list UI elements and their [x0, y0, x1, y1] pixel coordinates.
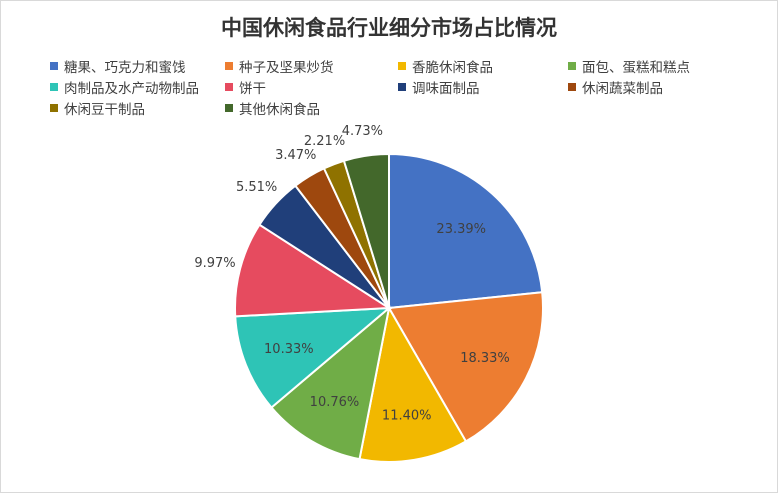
legend-item: 香脆休闲食品	[398, 56, 493, 76]
legend-label: 种子及坚果炒货	[239, 60, 334, 76]
legend-item: 饼干	[225, 77, 266, 97]
legend-label: 香脆休闲食品	[412, 60, 493, 76]
legend-item: 肉制品及水产动物制品	[50, 77, 199, 97]
legend-label: 休闲蔬菜制品	[582, 81, 663, 97]
pie-slice	[270, 305, 391, 461]
data-label: 3.47%	[275, 148, 316, 163]
legend-item: 面包、蛋糕和糕点	[568, 56, 690, 76]
legend-item: 种子及坚果炒货	[225, 56, 334, 76]
legend-label: 饼干	[239, 81, 266, 97]
pie-slice	[234, 306, 392, 409]
legend-label: 调味面制品	[412, 81, 480, 97]
legend-swatch	[398, 83, 406, 91]
legend-label: 肉制品及水产动物制品	[64, 81, 199, 97]
legend-label: 面包、蛋糕和糕点	[582, 60, 690, 76]
legend-swatch	[568, 83, 576, 91]
data-label: 10.33%	[264, 342, 314, 357]
pie-data-labels: 23.39% 18.33% 11.40% 10.76% 10.33% 9.97% 5.51%…	[194, 124, 509, 423]
data-label: 9.97%	[194, 256, 235, 271]
legend-swatch	[568, 62, 576, 70]
pie-slice	[342, 152, 390, 309]
pie-slice	[387, 291, 544, 443]
legend-item: 休闲豆干制品	[50, 98, 145, 118]
data-label: 23.39%	[436, 222, 486, 237]
legend-swatch	[50, 83, 58, 91]
legend-item: 糖果、巧克力和蜜饯	[50, 56, 186, 76]
legend-label: 糖果、巧克力和蜜饯	[64, 60, 186, 76]
legend-label: 其他休闲食品	[239, 102, 320, 118]
legend-swatch	[50, 104, 58, 112]
legend-label: 休闲豆干制品	[64, 102, 145, 118]
data-label: 5.51%	[236, 180, 277, 195]
data-label: 18.33%	[460, 351, 510, 366]
legend-swatch	[225, 62, 233, 70]
data-label: 11.40%	[382, 408, 432, 423]
data-label: 2.21%	[304, 134, 345, 149]
legend-item: 其他休闲食品	[225, 98, 320, 118]
pie-slice	[388, 152, 544, 310]
legend-item: 休闲蔬菜制品	[568, 77, 663, 97]
pie-slice	[358, 305, 468, 463]
chart-title: 中国休闲食品行业细分市场占比情况	[221, 15, 557, 40]
legend-swatch	[225, 83, 233, 91]
legend-item: 调味面制品	[398, 77, 480, 97]
pie-slice	[234, 223, 393, 318]
legend-swatch	[50, 62, 58, 70]
data-label: 4.73%	[342, 124, 383, 139]
legend-swatch	[398, 62, 406, 70]
pie-slices	[234, 152, 544, 463]
legend: 糖果、巧克力和蜜饯 种子及坚果炒货 香脆休闲食品 面包、蛋糕和糕点 肉制品及水产…	[0, 0, 778, 120]
legend-swatch	[225, 104, 233, 112]
data-label: 10.76%	[310, 395, 360, 410]
